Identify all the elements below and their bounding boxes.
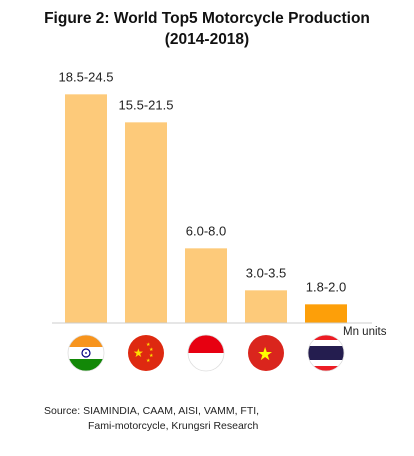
bar-vietnam — [245, 290, 287, 323]
title-line-1: Figure 2: World Top5 Motorcycle Producti… — [44, 10, 370, 27]
bars-group — [65, 94, 347, 323]
svg-text:★: ★ — [133, 346, 144, 360]
thailand-flag-icon — [307, 334, 345, 372]
value-label-indonesia: 6.0-8.0 — [186, 223, 226, 238]
svg-text:★: ★ — [149, 347, 154, 353]
india-flag-icon — [67, 334, 105, 372]
svg-text:★: ★ — [146, 358, 151, 364]
china-flag-icon: ★ ★ ★ ★ ★ — [128, 335, 164, 371]
value-label-china: 15.5-21.5 — [119, 97, 174, 112]
bar-thailand — [305, 304, 347, 323]
bar-indonesia — [185, 248, 227, 323]
source-note: Source: SIAMINDIA, CAAM, AISI, VAMM, FTI… — [44, 404, 259, 434]
svg-text:★: ★ — [257, 344, 273, 365]
value-labels-group: 18.5-24.5 15.5-21.5 6.0-8.0 3.0-3.5 1.8-2.0 — [59, 69, 347, 294]
bar-chart: 18.5-24.515.5-21.56.0-8.03.0-3.51.8-2.0 … — [52, 69, 387, 372]
svg-text:★: ★ — [149, 353, 154, 359]
bar-china — [125, 122, 167, 323]
value-label-thailand: 1.8-2.0 — [306, 279, 346, 294]
title-line-2: (2014-2018) — [164, 31, 250, 48]
value-label-india: 18.5-24.5 — [59, 69, 114, 84]
svg-text:★: ★ — [146, 342, 151, 348]
indonesia-flag-icon — [187, 334, 225, 372]
vietnam-flag-icon: ★ — [248, 335, 284, 371]
value-label-vietnam: 3.0-3.5 — [246, 265, 286, 280]
source-line-1: Source: SIAMINDIA, CAAM, AISI, VAMM, FTI… — [44, 405, 260, 417]
unit-label: Mn units — [343, 326, 387, 338]
source-line-2: Fami-motorcycle, Krungsri Research — [88, 420, 259, 432]
chart-title: Figure 2: World Top5 Motorcycle Producti… — [0, 8, 414, 50]
bar-india — [65, 94, 107, 323]
